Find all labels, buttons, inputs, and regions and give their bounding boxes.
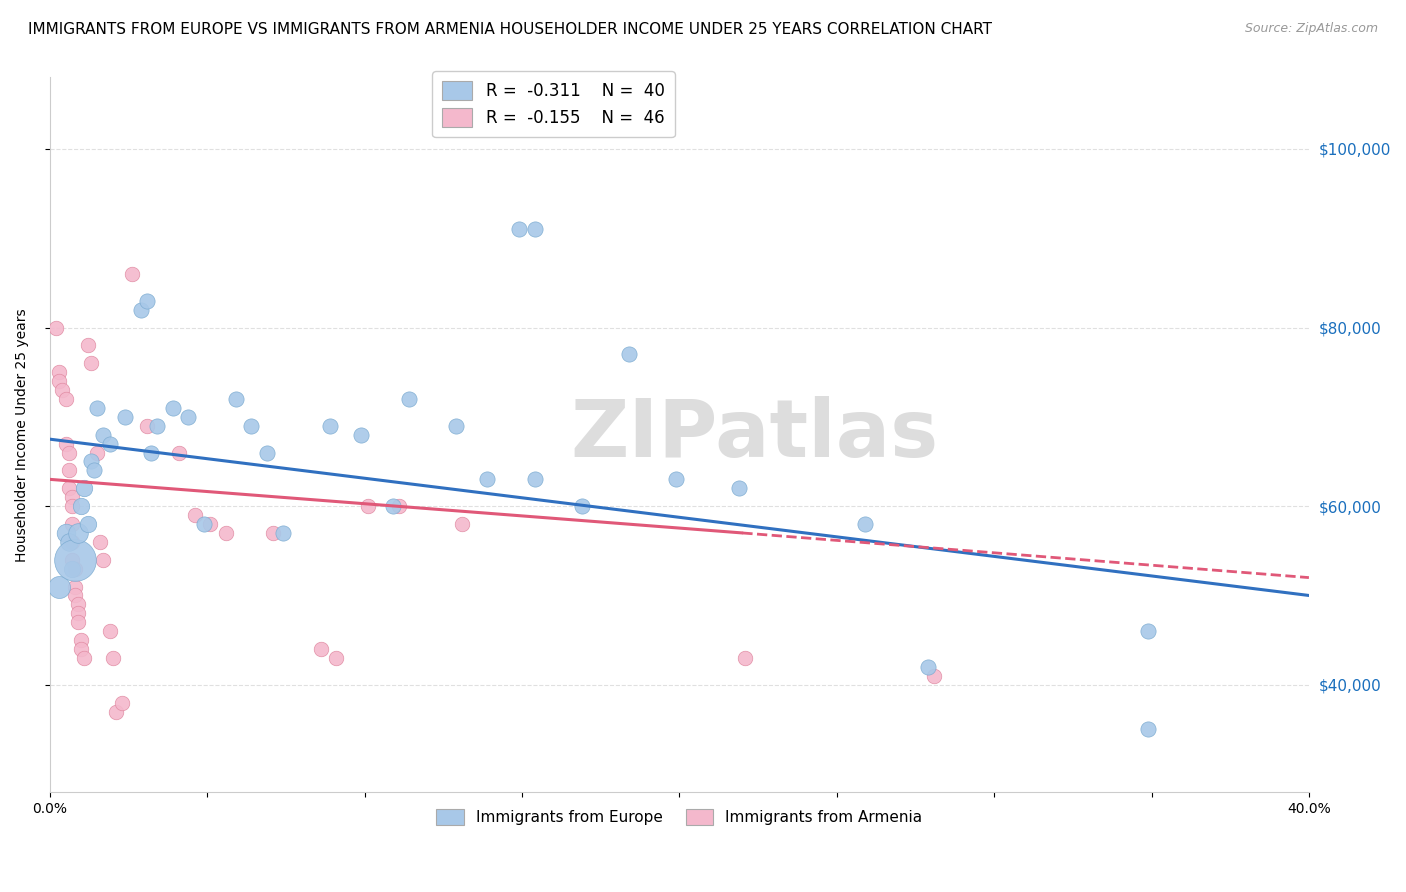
Point — [60, 490, 83, 504]
Point — [129, 302, 152, 317]
Point — [451, 516, 474, 531]
Point — [58, 481, 80, 495]
Point — [617, 347, 640, 361]
Point — [86, 445, 108, 459]
Point — [86, 401, 108, 415]
Point — [215, 525, 238, 540]
Point — [319, 418, 342, 433]
Point — [477, 472, 499, 486]
Point — [121, 267, 143, 281]
Point — [1137, 723, 1160, 737]
Point — [93, 427, 115, 442]
Point — [67, 598, 90, 612]
Point — [398, 392, 420, 406]
Point — [162, 401, 184, 415]
Point — [325, 651, 347, 665]
Point — [101, 651, 124, 665]
Point — [63, 562, 86, 576]
Point — [200, 516, 222, 531]
Point — [70, 642, 93, 657]
Point — [63, 580, 86, 594]
Point — [63, 589, 86, 603]
Point — [225, 392, 247, 406]
Point — [136, 293, 159, 308]
Point — [76, 338, 98, 352]
Point — [70, 499, 93, 513]
Point — [388, 499, 411, 513]
Point — [51, 383, 73, 397]
Point — [58, 534, 80, 549]
Point — [139, 445, 162, 459]
Point — [523, 472, 546, 486]
Point — [444, 418, 467, 433]
Point — [381, 499, 404, 513]
Point — [67, 525, 90, 540]
Point — [924, 669, 946, 683]
Y-axis label: Householder Income Under 25 years: Householder Income Under 25 years — [15, 308, 30, 561]
Point — [256, 445, 278, 459]
Point — [60, 553, 83, 567]
Point — [1137, 624, 1160, 639]
Point — [67, 615, 90, 630]
Point — [55, 392, 77, 406]
Point — [240, 418, 263, 433]
Point — [917, 660, 939, 674]
Point — [508, 222, 530, 236]
Point — [60, 516, 83, 531]
Point — [60, 562, 83, 576]
Point — [80, 454, 103, 468]
Point — [70, 633, 93, 648]
Point — [271, 525, 294, 540]
Point — [136, 418, 159, 433]
Point — [48, 365, 70, 379]
Point — [58, 445, 80, 459]
Point — [73, 651, 96, 665]
Point — [98, 436, 121, 450]
Point — [48, 374, 70, 388]
Point — [67, 607, 90, 621]
Point — [114, 409, 136, 424]
Point — [58, 463, 80, 477]
Point — [350, 427, 373, 442]
Point — [167, 445, 190, 459]
Point — [89, 534, 111, 549]
Point — [146, 418, 169, 433]
Point — [523, 222, 546, 236]
Point — [193, 516, 215, 531]
Point — [60, 534, 83, 549]
Point — [60, 499, 83, 513]
Point — [55, 525, 77, 540]
Point — [73, 481, 96, 495]
Point — [111, 696, 134, 710]
Point — [104, 705, 127, 719]
Point — [93, 553, 115, 567]
Point — [83, 463, 105, 477]
Point — [665, 472, 688, 486]
Point — [80, 356, 103, 370]
Point — [63, 553, 86, 567]
Point — [728, 481, 751, 495]
Legend: Immigrants from Europe, Immigrants from Armenia: Immigrants from Europe, Immigrants from … — [427, 799, 932, 834]
Point — [177, 409, 200, 424]
Point — [262, 525, 284, 540]
Point — [183, 508, 205, 522]
Point — [45, 320, 67, 334]
Point — [571, 499, 593, 513]
Text: ZIPatlas: ZIPatlas — [571, 396, 939, 474]
Point — [853, 516, 876, 531]
Point — [309, 642, 332, 657]
Point — [76, 516, 98, 531]
Point — [734, 651, 756, 665]
Point — [357, 499, 380, 513]
Text: IMMIGRANTS FROM EUROPE VS IMMIGRANTS FROM ARMENIA HOUSEHOLDER INCOME UNDER 25 YE: IMMIGRANTS FROM EUROPE VS IMMIGRANTS FRO… — [28, 22, 993, 37]
Text: Source: ZipAtlas.com: Source: ZipAtlas.com — [1244, 22, 1378, 36]
Point — [55, 436, 77, 450]
Point — [48, 580, 70, 594]
Point — [98, 624, 121, 639]
